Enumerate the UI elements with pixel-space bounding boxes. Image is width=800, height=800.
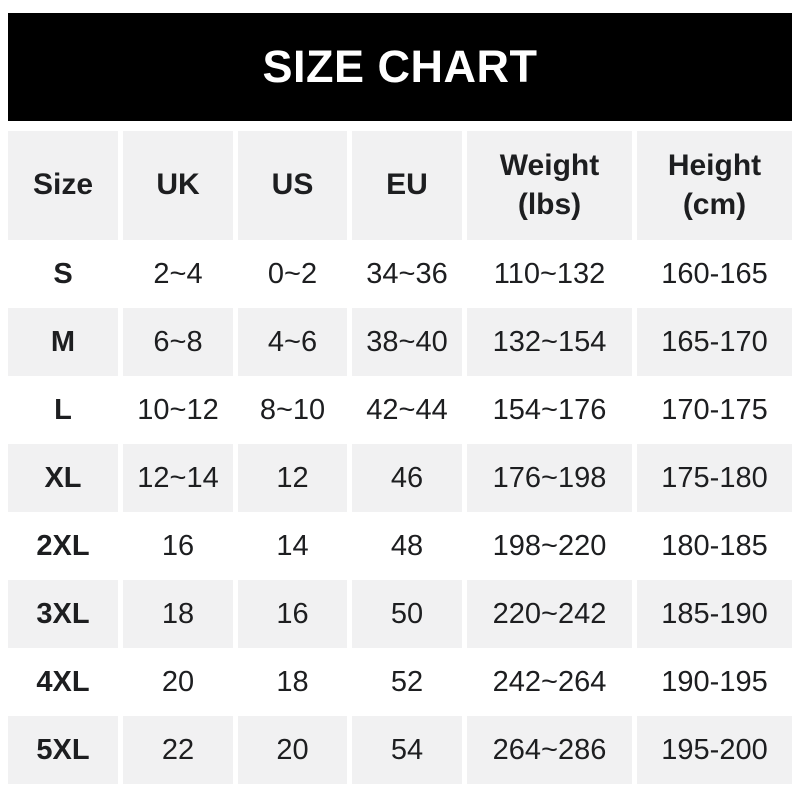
page-title: SIZE CHART <box>262 41 538 92</box>
table-cell: 12~14 <box>123 444 233 512</box>
table-cell: 38~40 <box>352 308 462 376</box>
table-cell: 8~10 <box>259 393 326 426</box>
table-cell: 264~286 <box>467 716 632 784</box>
header-cell-us: US <box>238 131 347 240</box>
table-header-row: Size UK US EU Weight (lbs) Height (cm) <box>8 131 792 240</box>
table-cell: 54 <box>352 716 462 784</box>
table-cell: 165-170 <box>637 308 792 376</box>
table-row-5xl: 5XL 22 20 54 264~286 195-200 <box>8 716 792 784</box>
table-cell: 12 <box>238 444 347 512</box>
header-cell-weight: Weight (lbs) <box>467 131 632 240</box>
table-cell: 180-185 <box>661 529 768 562</box>
table-cell: 42~44 <box>366 393 448 426</box>
table-cell: 16 <box>161 529 195 562</box>
table-cell: 20 <box>238 716 347 784</box>
table-row-2xl: 2XL 16 14 48 198~220 180-185 <box>8 512 792 580</box>
table-cell: 154~176 <box>492 393 607 426</box>
table-cell: 18 <box>276 665 309 698</box>
table-row-xl: XL 12~14 12 46 176~198 175-180 <box>8 444 792 512</box>
table-cell: 185-190 <box>637 580 792 648</box>
table-cell: 22 <box>123 716 233 784</box>
table-cell: 5XL <box>8 716 118 784</box>
table-row-4xl: 4XL 20 18 52 242~264 190-195 <box>8 648 792 716</box>
table-cell: 195-200 <box>637 716 792 784</box>
table-cell: 14 <box>276 529 309 562</box>
table-cell: 198~220 <box>492 529 607 562</box>
table-cell: 10~12 <box>137 393 219 426</box>
table-cell: 52 <box>390 665 424 698</box>
table-row-3xl: 3XL 18 16 50 220~242 185-190 <box>8 580 792 648</box>
table-cell: 110~132 <box>493 257 606 290</box>
table-cell: M <box>8 308 118 376</box>
table-cell: 4~6 <box>238 308 347 376</box>
header-cell-height: Height (cm) <box>637 131 792 240</box>
header-cell-uk: UK <box>123 131 233 240</box>
table-cell: 50 <box>352 580 462 648</box>
table-cell: 6~8 <box>123 308 233 376</box>
table-row-l: L 10~12 8~10 42~44 154~176 170-175 <box>8 376 792 444</box>
table-cell: 4XL <box>36 665 90 698</box>
header-cell-eu: EU <box>352 131 462 240</box>
table-cell: 132~154 <box>467 308 632 376</box>
table-cell: 18 <box>123 580 233 648</box>
table-cell: 190-195 <box>661 665 768 698</box>
table-cell: 175-180 <box>637 444 792 512</box>
table-cell: 46 <box>352 444 462 512</box>
header-cell-size: Size <box>8 131 118 240</box>
table-cell: 3XL <box>8 580 118 648</box>
table-cell: XL <box>8 444 118 512</box>
table-cell: 160-165 <box>661 257 768 290</box>
table-row-s: S 2~4 0~2 34~36 110~132 160-165 <box>8 240 792 308</box>
table-cell: 48 <box>390 529 424 562</box>
table-cell: L <box>54 393 72 426</box>
size-chart-table: Size UK US EU Weight (lbs) Height (cm) S… <box>8 131 792 784</box>
table-cell: 176~198 <box>467 444 632 512</box>
table-cell: 170-175 <box>661 393 768 426</box>
table-cell: 220~242 <box>467 580 632 648</box>
table-cell: 0~2 <box>267 257 318 290</box>
table-cell: 2XL <box>36 529 90 562</box>
table-cell: 16 <box>238 580 347 648</box>
table-row-m: M 6~8 4~6 38~40 132~154 165-170 <box>8 308 792 376</box>
table-cell: 2~4 <box>153 257 203 290</box>
table-cell: 34~36 <box>366 257 448 290</box>
table-cell: S <box>53 257 73 290</box>
table-cell: 242~264 <box>492 665 607 698</box>
table-cell: 20 <box>161 665 195 698</box>
title-banner: SIZE CHART <box>8 13 792 121</box>
